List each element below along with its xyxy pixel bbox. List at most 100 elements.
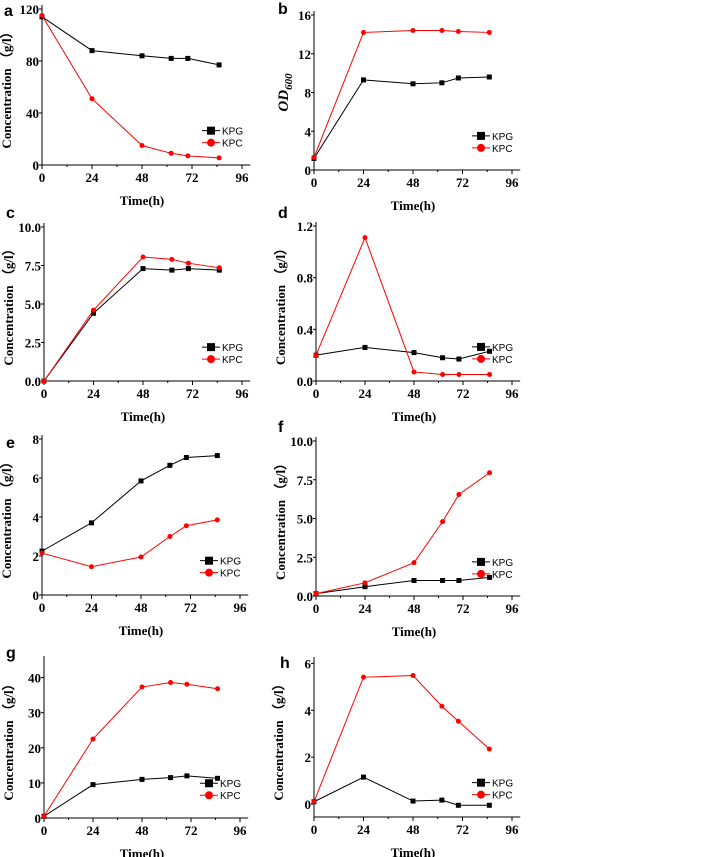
y-tick-label: 40 bbox=[26, 106, 39, 121]
legend-label: KPC bbox=[492, 355, 513, 366]
data-point-kpg bbox=[89, 520, 94, 526]
legend-label: KPG bbox=[492, 779, 513, 790]
series-line-kpg bbox=[43, 268, 220, 382]
legend-marker-circle-icon bbox=[477, 790, 485, 799]
legend-label: KPC bbox=[492, 570, 513, 581]
data-point-kpc bbox=[168, 150, 174, 156]
data-point-kpc bbox=[185, 153, 191, 159]
x-tick-label: 48 bbox=[407, 175, 421, 190]
data-point-kpc bbox=[214, 517, 220, 523]
x-tick-label: 48 bbox=[408, 601, 422, 616]
y-tick-label: 4 bbox=[305, 703, 312, 718]
legend-marker-circle-icon bbox=[477, 569, 485, 578]
x-tick-label: 96 bbox=[506, 386, 520, 401]
data-point-kpc bbox=[440, 372, 446, 378]
y-tick-label: 2 bbox=[33, 549, 40, 564]
data-point-kpc bbox=[456, 491, 462, 497]
data-point-kpc bbox=[41, 813, 47, 819]
data-point-kpg bbox=[140, 266, 146, 272]
x-axis-title: Time(h) bbox=[120, 846, 165, 857]
y-axis-title-subscript: 600 bbox=[283, 73, 295, 90]
data-point-kpg bbox=[455, 75, 461, 81]
x-tick-label: 0 bbox=[311, 175, 318, 190]
y-tick-label: 10 bbox=[28, 776, 41, 791]
data-point-kpg bbox=[216, 62, 222, 68]
data-point-kpc bbox=[362, 235, 368, 241]
data-point-kpg bbox=[410, 81, 416, 87]
data-point-kpc bbox=[140, 254, 146, 260]
data-point-kpc bbox=[455, 28, 461, 34]
x-tick-label: 24 bbox=[359, 601, 373, 616]
data-point-kpg bbox=[486, 802, 492, 808]
data-point-kpc bbox=[216, 265, 222, 271]
data-point-kpg bbox=[410, 798, 416, 804]
data-point-kpc bbox=[361, 29, 366, 35]
y-tick-label: 0.0 bbox=[297, 374, 313, 389]
data-point-kpc bbox=[185, 260, 191, 266]
data-point-kpg bbox=[168, 55, 174, 61]
y-axis-title: Concentration （g/l） bbox=[0, 25, 14, 148]
data-point-kpg bbox=[91, 310, 96, 316]
data-point-kpc bbox=[486, 29, 492, 35]
legend-marker-square-icon bbox=[477, 342, 485, 351]
data-point-kpc bbox=[90, 736, 96, 742]
y-tick-label: 10.0 bbox=[18, 220, 41, 235]
legend-marker-circle-icon bbox=[205, 791, 213, 800]
x-tick-label: 24 bbox=[357, 822, 371, 837]
y-tick-label: 0.0 bbox=[25, 374, 41, 389]
panel-label: a bbox=[4, 3, 13, 20]
data-point-kpc bbox=[39, 13, 45, 18]
data-point-kpg bbox=[185, 55, 191, 61]
y-tick-label: 0 bbox=[33, 588, 40, 603]
x-tick-label: 72 bbox=[456, 175, 469, 190]
y-tick-label: 30 bbox=[28, 706, 41, 721]
y-tick-label: 0 bbox=[33, 158, 40, 173]
data-point-kpc bbox=[456, 372, 462, 378]
y-tick-label: 10.0 bbox=[290, 434, 313, 449]
x-tick-label: 48 bbox=[136, 823, 150, 838]
y-tick-label: 0.4 bbox=[297, 322, 314, 337]
x-tick-label: 96 bbox=[506, 601, 520, 616]
data-point-kpg bbox=[456, 578, 462, 583]
x-tick-label: 48 bbox=[407, 822, 421, 837]
y-tick-label: 20 bbox=[28, 741, 41, 756]
data-point-kpc bbox=[184, 681, 190, 687]
y-tick-label: 6 bbox=[305, 656, 312, 671]
data-point-kpc bbox=[486, 746, 492, 752]
x-tick-label: 24 bbox=[87, 386, 101, 401]
y-axis-title: Concentration （g/l） bbox=[271, 677, 286, 800]
x-axis-title: Time(h) bbox=[121, 409, 166, 424]
data-point-kpg bbox=[214, 453, 220, 459]
legend-label: KPG bbox=[492, 132, 513, 143]
y-tick-label: 16 bbox=[298, 8, 312, 23]
data-point-kpc bbox=[169, 256, 175, 262]
x-tick-label: 0 bbox=[41, 823, 48, 838]
legend-label: KPG bbox=[220, 779, 241, 790]
panel-label: h bbox=[280, 655, 290, 672]
series-line-kpc bbox=[315, 236, 490, 376]
panel-label: e bbox=[6, 435, 15, 452]
data-point-kpc bbox=[168, 679, 174, 685]
legend-marker-circle-icon bbox=[477, 354, 485, 363]
x-tick-label: 96 bbox=[506, 175, 520, 190]
series-line-kpg bbox=[43, 775, 218, 817]
data-point-kpc bbox=[215, 686, 221, 692]
data-point-kpg bbox=[440, 355, 446, 361]
x-tick-label: 72 bbox=[186, 386, 199, 401]
x-tick-label: 24 bbox=[357, 175, 371, 190]
data-point-kpc bbox=[216, 155, 222, 161]
legend-label: KPC bbox=[492, 791, 513, 802]
data-point-kpc bbox=[440, 519, 446, 525]
x-axis-title: Time(h) bbox=[392, 409, 437, 424]
x-tick-label: 24 bbox=[85, 600, 99, 615]
x-tick-label: 72 bbox=[185, 823, 198, 838]
series-line-kpg bbox=[41, 455, 218, 552]
panel-label: b bbox=[278, 1, 288, 18]
panel-a: a 0 24 48 72 96 0 40 80 120 Time(h) Concentration （… bbox=[0, 2, 251, 208]
series-line-kpg bbox=[313, 776, 490, 806]
legend-marker-square-icon bbox=[477, 131, 485, 140]
panel-label: g bbox=[6, 645, 16, 662]
panel-f: f 0 24 48 72 96 0.0 2.5 5.0 7.5 10.0 Time(h) Concent… bbox=[273, 419, 521, 639]
data-point-kpg bbox=[411, 350, 417, 356]
